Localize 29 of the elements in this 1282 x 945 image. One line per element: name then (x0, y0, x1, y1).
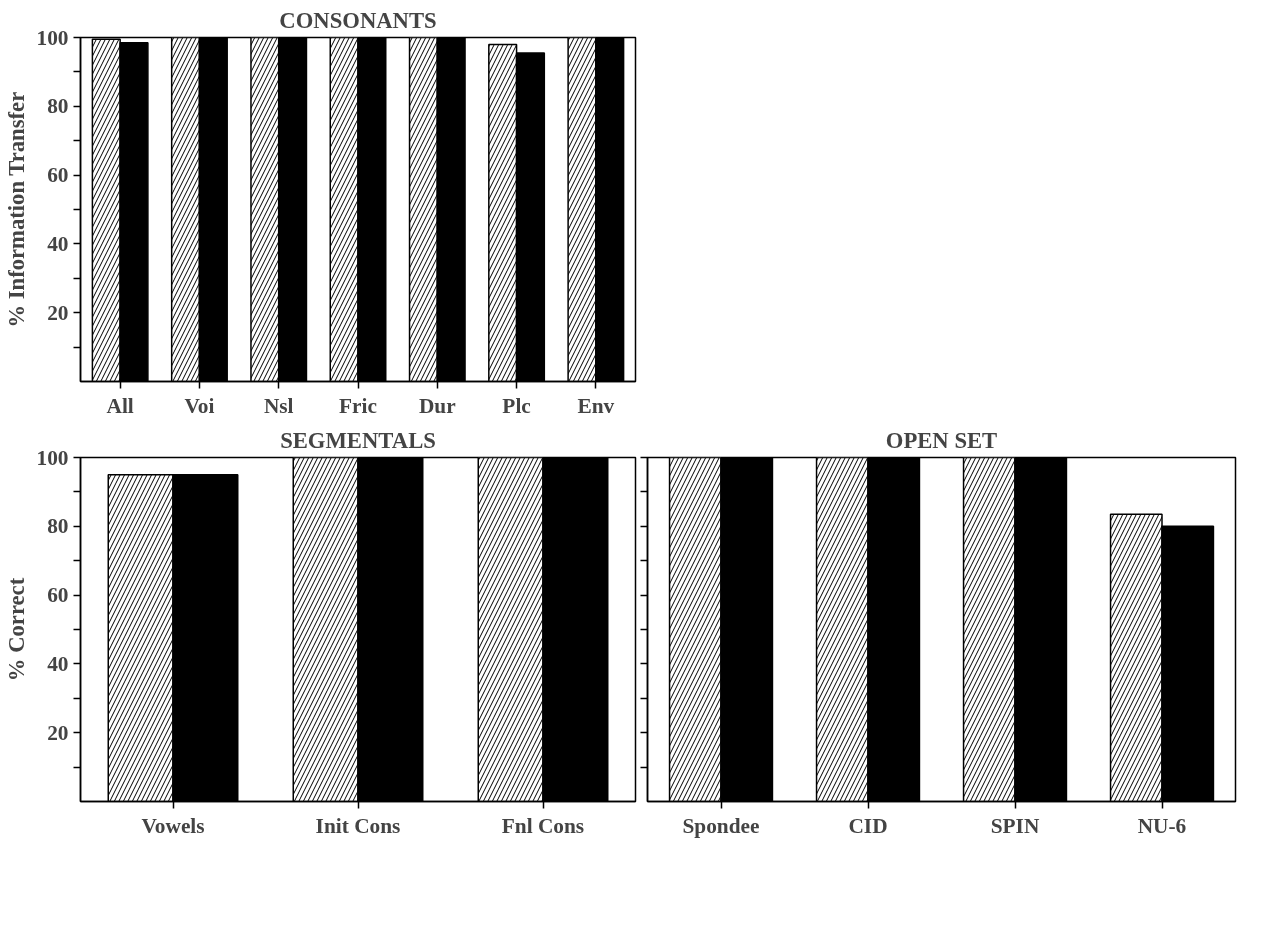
x-tick-label: Dur (418, 393, 457, 418)
x-tick-label: Vowels (141, 813, 205, 838)
y-tick-label: 60 (47, 163, 69, 188)
y-tick-label: 20 (47, 300, 69, 325)
x-tick-label: Env (577, 393, 615, 418)
x-tick-label: Init Cons (315, 813, 401, 838)
chart-title: SEGMENTALS (280, 427, 436, 453)
x-tick-label: Fnl Cons (501, 813, 585, 838)
x-tick-label: NU-6 (1137, 813, 1187, 838)
chart-title: CONSONANTS (279, 7, 437, 33)
x-tick-label: SPIN (990, 813, 1040, 838)
y-tick-label: 40 (47, 651, 69, 676)
x-tick-label: Nsl (263, 393, 294, 418)
x-tick-label: All (106, 393, 134, 418)
x-tick-label: Spondee (682, 813, 760, 838)
x-tick-label: Voi (184, 393, 215, 418)
y-tick-label: 100 (36, 25, 69, 50)
y-tick-label: 80 (47, 94, 69, 119)
y-tick-label: 60 (47, 583, 69, 608)
y-tick-label: 20 (47, 720, 69, 745)
y-tick-label: 40 (47, 231, 69, 256)
y-tick-label: 80 (47, 514, 69, 539)
y-tick-label: 100 (36, 445, 69, 470)
x-tick-label: CID (848, 813, 888, 838)
x-tick-label: Fric (339, 393, 377, 418)
y-axis-title: % Correct (3, 577, 29, 682)
x-tick-label: Plc (502, 393, 531, 418)
chart-title: OPEN SET (885, 427, 998, 453)
y-axis-title: % Information Transfer (3, 91, 29, 328)
